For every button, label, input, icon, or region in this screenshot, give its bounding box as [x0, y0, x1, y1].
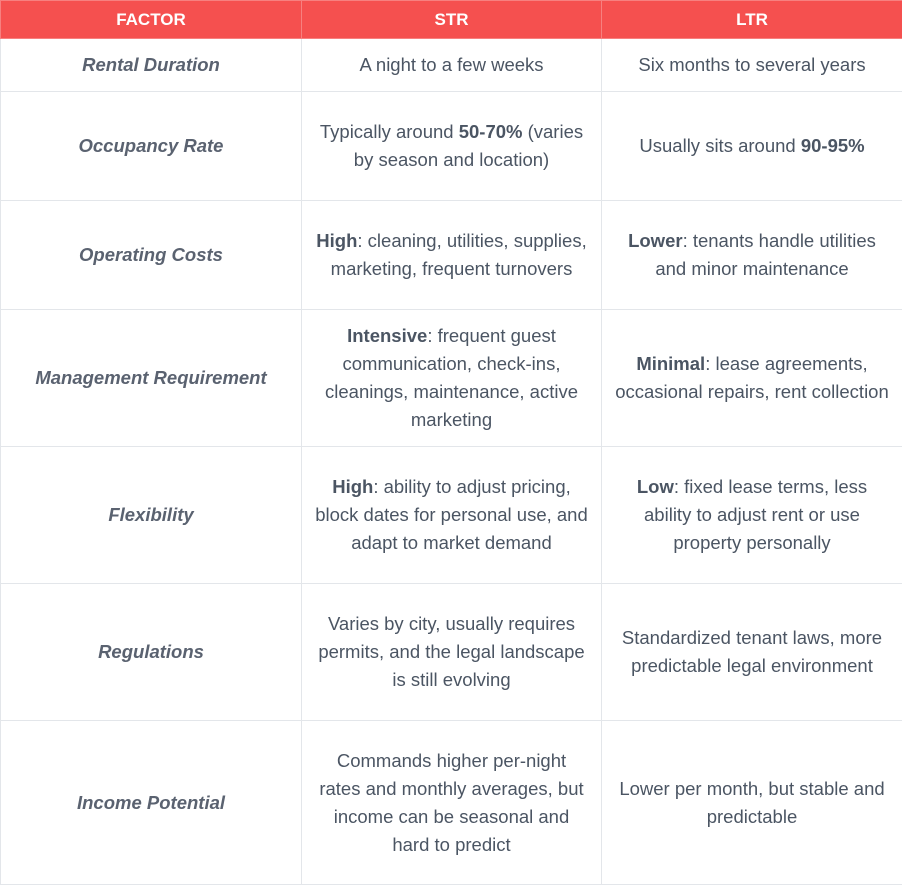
table-row: Flexibility High: ability to adjust pric…	[0, 446, 902, 584]
ltr-cell: Six months to several years	[601, 38, 902, 92]
str-text: : frequent guest communication, check-in…	[325, 325, 578, 430]
str-cell: A night to a few weeks	[301, 38, 602, 92]
ltr-strong: Low	[636, 476, 674, 497]
str-pre: Typically around	[319, 121, 459, 142]
header-ltr: LTR	[601, 0, 902, 39]
ltr-cell: Lower per month, but stable and predicta…	[601, 720, 902, 885]
factor-cell: Operating Costs	[0, 200, 302, 310]
ltr-cell: Usually sits around 90-95%	[601, 91, 902, 201]
table-row: Income Potential Commands higher per-nig…	[0, 720, 902, 885]
ltr-text: Six months to several years	[638, 54, 866, 75]
header-row: FACTOR STR LTR	[0, 0, 902, 39]
header-str: STR	[301, 0, 602, 39]
str-cell: Commands higher per-night rates and mont…	[301, 720, 602, 885]
factor-cell: Regulations	[0, 583, 302, 721]
ltr-text: Lower per month, but stable and predicta…	[619, 777, 885, 827]
ltr-cell: Lower: tenants handle utilities and mino…	[601, 200, 902, 310]
str-text: Commands higher per-night rates and mont…	[319, 749, 584, 855]
str-strong: High	[316, 230, 358, 251]
str-strong: Intensive	[347, 325, 428, 346]
str-text: : cleaning, utilities, supplies, marketi…	[330, 230, 587, 279]
str-cell: High: ability to adjust pricing, block d…	[301, 446, 602, 584]
ltr-strong: 90-95%	[800, 135, 865, 156]
str-text: A night to a few weeks	[359, 54, 544, 75]
str-text: Varies by city, usually requires permits…	[318, 613, 585, 690]
factor-cell: Management Requirement	[0, 309, 302, 447]
ltr-text: : fixed lease terms, less ability to adj…	[644, 476, 868, 553]
ltr-strong: Lower	[628, 230, 683, 251]
table-row: Regulations Varies by city, usually requ…	[0, 583, 902, 721]
str-cell: Intensive: frequent guest communication,…	[301, 309, 602, 447]
str-cell: Varies by city, usually requires permits…	[301, 583, 602, 721]
table-row: Management Requirement Intensive: freque…	[0, 309, 902, 447]
ltr-text: Standardized tenant laws, more predictab…	[621, 627, 883, 676]
str-text: (varies by season and location)	[353, 121, 584, 170]
str-text: : ability to adjust pricing, block dates…	[315, 476, 588, 553]
str-strong: High	[332, 476, 374, 497]
table-row: Operating Costs High: cleaning, utilitie…	[0, 200, 902, 310]
ltr-cell: Minimal: lease agreements, occasional re…	[601, 309, 902, 447]
ltr-cell: Standardized tenant laws, more predictab…	[601, 583, 902, 721]
table-row: Rental Duration A night to a few weeks S…	[0, 38, 902, 92]
factor-cell: Income Potential	[0, 720, 302, 885]
header-factor: FACTOR	[0, 0, 302, 39]
ltr-text: : lease agreements, occasional repairs, …	[615, 353, 889, 402]
str-cell: Typically around 50-70% (varies by seaso…	[301, 91, 602, 201]
factor-cell: Occupancy Rate	[0, 91, 302, 201]
str-strong: 50-70%	[458, 121, 523, 142]
ltr-cell: Low: fixed lease terms, less ability to …	[601, 446, 902, 584]
ltr-pre: Usually sits around	[639, 135, 801, 156]
ltr-strong: Minimal	[636, 353, 706, 374]
ltr-text: : tenants handle utilities and minor mai…	[655, 230, 876, 279]
factor-cell: Flexibility	[0, 446, 302, 584]
str-cell: High: cleaning, utilities, supplies, mar…	[301, 200, 602, 310]
factor-cell: Rental Duration	[0, 38, 302, 92]
table-row: Occupancy Rate Typically around 50-70% (…	[0, 91, 902, 201]
